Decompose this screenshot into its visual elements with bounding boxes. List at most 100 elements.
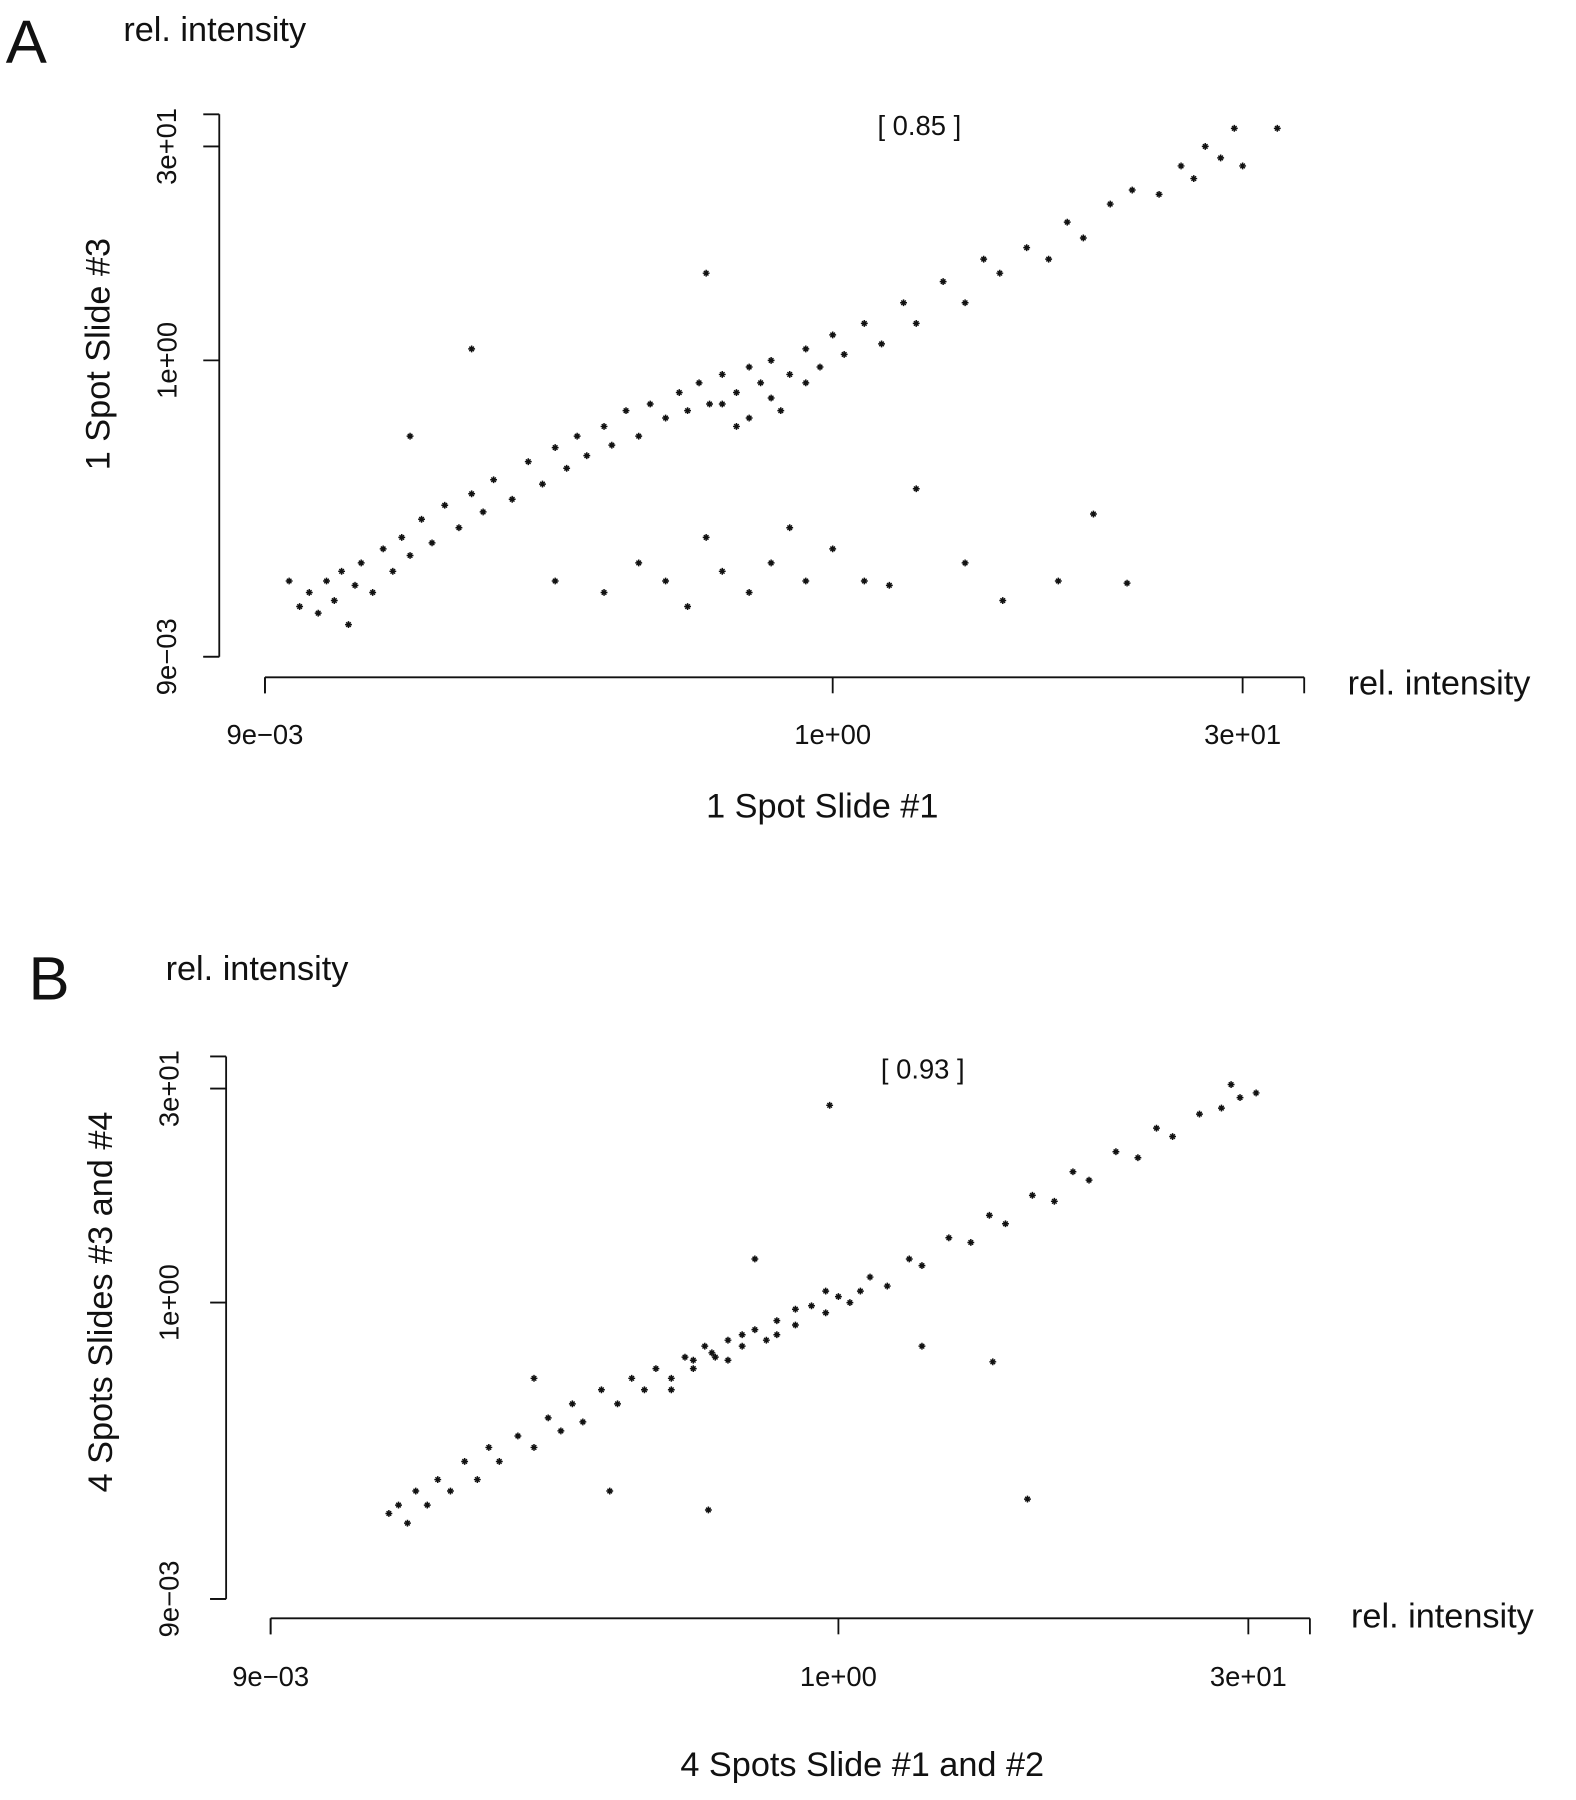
point [1002, 1220, 1009, 1228]
point [296, 603, 304, 610]
point [961, 559, 969, 567]
point [608, 441, 616, 449]
point [385, 1510, 393, 1517]
point [711, 1353, 719, 1361]
point [860, 319, 868, 327]
point [418, 515, 425, 523]
point [989, 1358, 997, 1366]
point [1227, 1081, 1235, 1088]
point [777, 407, 785, 415]
point [829, 331, 837, 339]
point [485, 1444, 493, 1451]
point [885, 581, 893, 589]
point [1134, 1154, 1142, 1162]
point [860, 577, 868, 585]
point [996, 269, 1004, 277]
point [455, 524, 463, 532]
point [866, 1273, 874, 1281]
point [816, 363, 824, 371]
point [751, 1326, 759, 1334]
y-tick-label: 9e−03 [151, 618, 182, 695]
point [490, 476, 498, 484]
point [1201, 142, 1209, 150]
point [718, 400, 726, 408]
point [745, 414, 753, 422]
point [330, 597, 338, 604]
point [905, 1255, 913, 1263]
point [738, 1331, 746, 1339]
point [551, 444, 559, 452]
point [640, 1386, 648, 1394]
point [1054, 577, 1062, 585]
point [1155, 190, 1163, 198]
point [791, 1305, 799, 1313]
x-axis-label: 4 Spots Slide #1 and #2 [680, 1746, 1044, 1784]
point [447, 1487, 454, 1495]
point [689, 1365, 697, 1373]
point [808, 1302, 815, 1310]
point [573, 432, 581, 440]
point [305, 589, 313, 596]
point [918, 1342, 926, 1350]
point [323, 577, 330, 585]
point [967, 1239, 975, 1246]
point [1252, 1089, 1260, 1097]
point [600, 589, 608, 596]
point [767, 559, 775, 567]
y-axis-label: 1 Spot Slide #3 [80, 238, 118, 470]
point [441, 501, 449, 509]
point [757, 379, 765, 387]
point [628, 1374, 636, 1382]
point [762, 1336, 770, 1344]
point [856, 1287, 864, 1295]
point [598, 1386, 605, 1394]
point [751, 1255, 759, 1263]
point [822, 1309, 830, 1317]
point [351, 581, 359, 589]
y-tick-label: 3e+01 [154, 1050, 185, 1127]
point [918, 1262, 926, 1270]
point [635, 432, 643, 440]
point [652, 1365, 660, 1373]
point [667, 1386, 675, 1394]
point [662, 577, 670, 585]
x-axis-unit: rel. intensity [1351, 1597, 1535, 1635]
annotation: [ 0.85 ] [877, 110, 961, 141]
point [945, 1234, 953, 1242]
x-tick-label: 9e−03 [226, 719, 303, 750]
point [802, 577, 810, 585]
point [786, 371, 794, 378]
point [985, 1211, 993, 1219]
x-axis-unit: rel. intensity [1348, 664, 1532, 702]
point [479, 508, 487, 516]
point [840, 350, 848, 358]
point [767, 356, 775, 364]
point [834, 1293, 842, 1301]
point [883, 1282, 891, 1290]
point [695, 379, 703, 387]
point [829, 545, 837, 553]
x-tick-label: 1e+00 [794, 719, 871, 750]
point [1190, 175, 1198, 182]
point [369, 589, 377, 596]
point [544, 1414, 552, 1422]
y-axis-label: 4 Spots Slides #3 and #4 [82, 1112, 120, 1493]
point [530, 1374, 538, 1382]
point [718, 371, 726, 378]
point [878, 340, 885, 348]
point [724, 1356, 732, 1364]
point [773, 1317, 781, 1325]
point [539, 480, 546, 488]
point [1028, 1191, 1036, 1199]
point [1169, 1133, 1177, 1140]
point [1063, 218, 1071, 226]
point [701, 1342, 709, 1350]
point [912, 319, 920, 327]
x-axis-label: 1 Spot Slide #1 [706, 788, 938, 826]
point [802, 379, 810, 387]
point [379, 545, 387, 553]
point [495, 1458, 503, 1465]
point [557, 1427, 565, 1435]
